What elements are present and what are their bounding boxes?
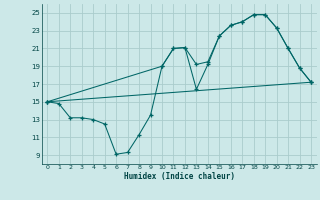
X-axis label: Humidex (Indice chaleur): Humidex (Indice chaleur) (124, 172, 235, 181)
